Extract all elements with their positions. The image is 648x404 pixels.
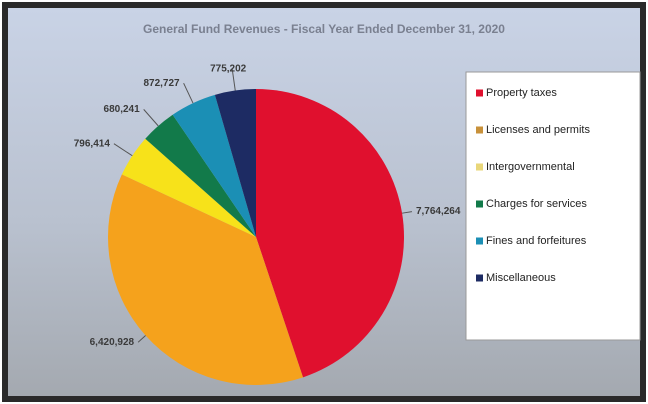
data-label: 680,241	[104, 104, 141, 115]
pie-slice	[172, 94, 256, 237]
leader-line	[143, 109, 159, 127]
data-label: 775,202	[210, 63, 247, 74]
leader-line	[401, 211, 413, 214]
legend-swatch	[476, 237, 483, 245]
leader-line	[137, 335, 146, 343]
legend-swatch	[476, 89, 483, 97]
legend-label: Miscellaneous	[486, 272, 556, 284]
legend-swatch	[476, 274, 483, 282]
leader-line	[231, 68, 236, 91]
leader-line	[113, 143, 133, 157]
data-label: 872,727	[143, 78, 180, 89]
leader-line	[183, 82, 194, 104]
data-label: 796,414	[74, 138, 111, 149]
legend-swatch	[476, 200, 483, 208]
legend-swatch	[476, 163, 483, 171]
legend-label: Fines and forfeitures	[486, 235, 587, 247]
legend-box	[465, 71, 641, 341]
legend-label: Licenses and permits	[486, 124, 590, 136]
pie-slice	[214, 89, 256, 237]
legend-swatch	[476, 126, 483, 134]
data-label: 7,764,264	[416, 206, 461, 217]
pie-slice	[145, 114, 256, 237]
pie-slice	[256, 89, 405, 378]
pie-slice	[121, 138, 257, 237]
legend-label: Charges for services	[486, 198, 587, 210]
pie-slice	[107, 174, 304, 386]
chart-title: General Fund Revenues - Fiscal Year Ende…	[143, 22, 505, 36]
legend-label: Property taxes	[486, 87, 557, 99]
legend-label: Intergovernmental	[486, 161, 575, 173]
data-label: 6,420,928	[90, 337, 135, 348]
